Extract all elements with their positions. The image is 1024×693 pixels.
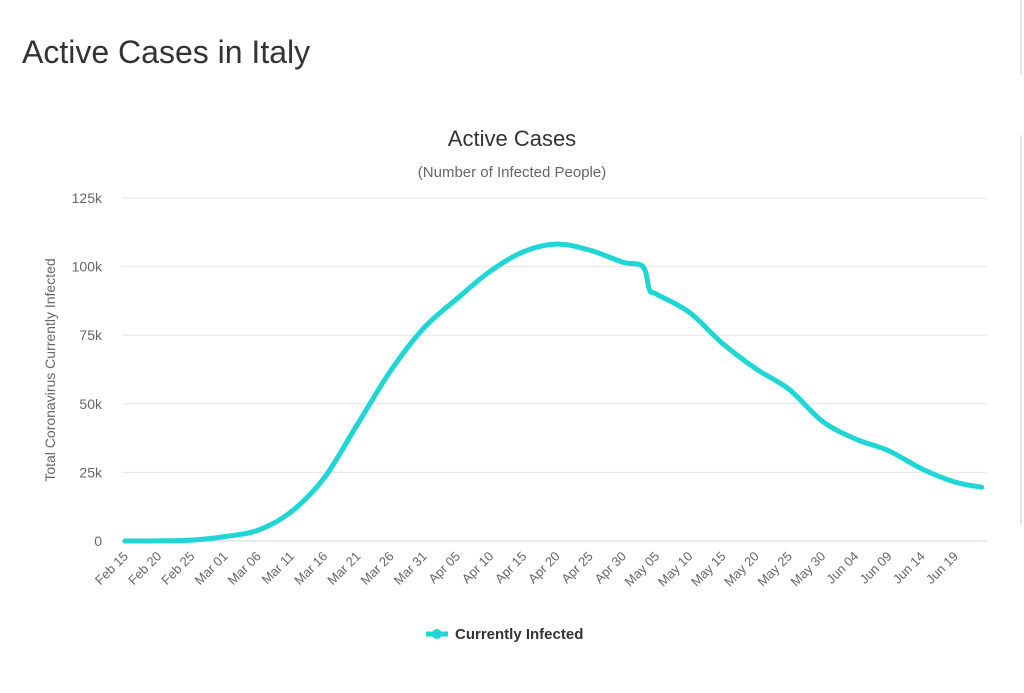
x-tick-label: Mar 31 [391, 549, 430, 588]
data-point[interactable] [222, 534, 228, 540]
data-point[interactable] [852, 436, 858, 442]
data-point[interactable] [421, 325, 427, 331]
data-point[interactable] [979, 484, 985, 490]
x-tick-label: Apr 05 [425, 549, 463, 587]
y-axis-label: Total Coronavirus Currently Infected [42, 258, 58, 481]
legend-item-currently-infected[interactable]: Currently Infected [426, 626, 583, 643]
edge-divider [1020, 135, 1022, 525]
data-point[interactable] [686, 309, 692, 315]
series-line-currently-infected [122, 241, 985, 544]
y-tick-label: 125k [72, 190, 103, 206]
x-tick-label: Mar 01 [191, 549, 230, 588]
data-point[interactable] [952, 479, 958, 485]
y-tick-label: 25k [79, 464, 103, 480]
x-tick-label: May 20 [721, 549, 762, 590]
x-tick-label: May 10 [655, 549, 696, 590]
x-tick-label: Mar 21 [324, 549, 363, 588]
x-tick-label: Mar 26 [357, 549, 396, 588]
x-tick-label: May 15 [688, 549, 729, 590]
x-tick-label: Apr 25 [558, 549, 596, 587]
data-point[interactable] [188, 537, 194, 543]
x-tick-label: Feb 15 [92, 549, 131, 588]
data-point[interactable] [587, 247, 593, 253]
legend-marker-icon [432, 629, 442, 639]
data-point[interactable] [354, 421, 360, 427]
data-point[interactable] [786, 386, 792, 392]
data-point[interactable] [554, 241, 560, 247]
chart-title: Active Cases [448, 126, 576, 151]
x-tick-label: Jun 09 [857, 549, 895, 587]
legend-label: Currently Infected [455, 626, 583, 643]
data-point[interactable] [886, 448, 892, 454]
data-point[interactable] [155, 538, 161, 544]
data-point[interactable] [321, 475, 327, 481]
x-tick-label: Jun 04 [823, 549, 861, 587]
data-point[interactable] [753, 366, 759, 372]
x-tick-label: Apr 15 [492, 549, 530, 587]
data-point[interactable] [487, 268, 493, 274]
data-point[interactable] [919, 466, 925, 472]
data-point[interactable] [647, 287, 653, 293]
data-point[interactable] [620, 259, 626, 265]
x-tick-label: May 05 [622, 549, 663, 590]
data-point[interactable] [640, 264, 646, 270]
data-point[interactable] [819, 418, 825, 424]
x-tick-label: May 25 [754, 549, 795, 590]
x-tick-label: Jun 14 [890, 549, 928, 587]
edge-divider [1020, 0, 1022, 75]
data-point[interactable] [388, 368, 394, 374]
data-point[interactable] [653, 291, 659, 297]
x-tick-label: May 30 [788, 549, 829, 590]
y-tick-label: 50k [79, 396, 103, 412]
data-point[interactable] [454, 296, 460, 302]
x-tick-label: Jun 19 [923, 549, 961, 587]
x-tick-label: Mar 16 [291, 549, 330, 588]
x-tick-label: Mar 11 [259, 549, 298, 588]
x-tick-label: Feb 20 [125, 549, 164, 588]
y-tick-label: 0 [94, 533, 102, 549]
x-tick-label: Feb 25 [158, 549, 197, 588]
x-tick-label: Mar 06 [225, 549, 264, 588]
data-point[interactable] [288, 509, 294, 515]
data-point[interactable] [122, 538, 128, 544]
page-title: Active Cases in Italy [22, 34, 311, 70]
data-point[interactable] [720, 340, 726, 346]
data-point[interactable] [255, 527, 261, 533]
y-tick-label: 75k [79, 327, 103, 343]
data-point[interactable] [520, 249, 526, 255]
chart-subtitle: (Number of Infected People) [418, 164, 606, 181]
x-tick-label: Apr 10 [459, 549, 497, 587]
x-tick-label: Apr 20 [525, 549, 563, 587]
y-tick-label: 100k [72, 259, 103, 275]
